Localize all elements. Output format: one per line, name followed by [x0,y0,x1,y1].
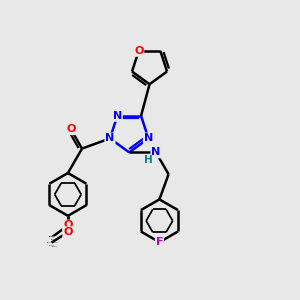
Text: O: O [63,227,73,237]
Text: methoxy: methoxy [49,244,55,246]
Text: OCH₃: OCH₃ [52,242,55,243]
Text: methoxy: methoxy [47,241,53,243]
Text: methoxy: methoxy [49,236,56,237]
Text: methoxy: methoxy [52,241,58,243]
Text: N: N [105,134,115,143]
Text: O: O [66,124,76,134]
Text: H: H [144,155,153,165]
Text: N: N [151,147,160,158]
Text: O: O [134,46,143,56]
Text: methoxy: methoxy [52,246,58,247]
Text: O: O [63,220,73,230]
Text: methoxy: methoxy [51,239,57,240]
Text: N: N [144,134,153,143]
Text: F: F [156,237,163,247]
Text: N: N [113,111,122,121]
